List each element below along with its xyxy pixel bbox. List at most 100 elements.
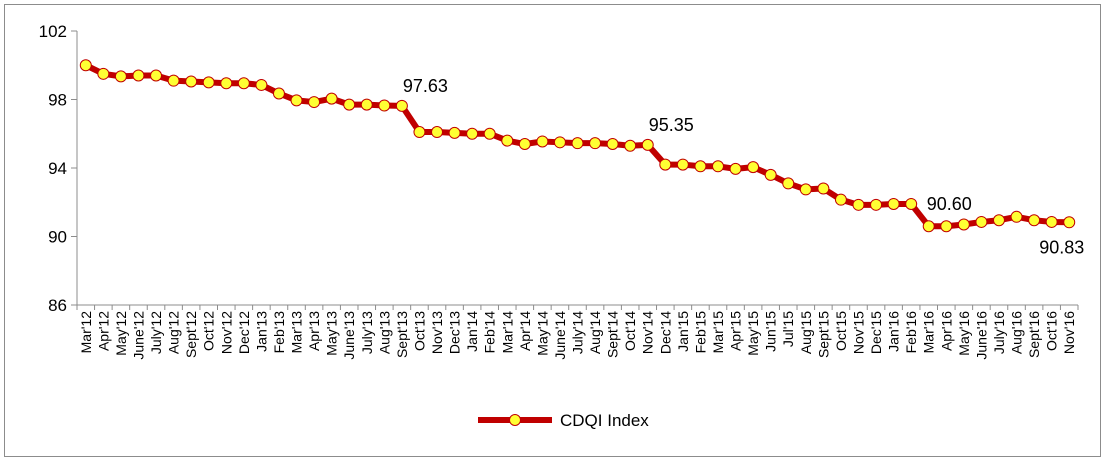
x-tick-label: Sept'13 <box>394 311 410 358</box>
data-point <box>483 127 496 140</box>
data-point <box>852 198 865 211</box>
data-point <box>711 160 724 173</box>
x-tick-label: Feb'16 <box>903 311 919 354</box>
x-tick-label: Mar'16 <box>921 311 937 354</box>
data-point <box>448 126 461 139</box>
x-tick-label: Apr'15 <box>728 311 744 351</box>
data-point <box>747 161 760 174</box>
y-tick-label: 90 <box>48 228 67 247</box>
y-axis: 86 90 94 98 102 <box>39 22 78 315</box>
data-point <box>378 99 391 112</box>
x-tick-label: Aug'13 <box>376 311 392 354</box>
x-tick-label: Feb'14 <box>482 311 498 354</box>
x-tick-label: Oct'12 <box>201 311 217 351</box>
data-point <box>694 160 707 173</box>
x-tick-label: Jul'15 <box>780 311 796 347</box>
data-point <box>114 70 127 83</box>
data-point <box>905 197 918 210</box>
x-tick-label: May'16 <box>956 311 972 356</box>
x-tick-label: May'12 <box>113 311 129 356</box>
data-point <box>553 136 566 149</box>
data-point <box>729 162 742 175</box>
data-point <box>185 75 198 88</box>
data-point <box>237 77 250 90</box>
data-point <box>1045 215 1058 228</box>
x-tick-label: July'12 <box>148 311 164 354</box>
data-point <box>957 218 970 231</box>
data-point <box>887 197 900 210</box>
x-tick-label: Mar'12 <box>78 311 94 354</box>
data-point <box>413 126 426 139</box>
x-tick-label: June'14 <box>552 311 568 360</box>
data-point <box>290 94 303 107</box>
data-point <box>132 69 145 82</box>
x-tick-label: Oct'15 <box>833 311 849 351</box>
x-tick-label: Aug'16 <box>1009 311 1025 354</box>
data-point <box>343 98 356 111</box>
data-point <box>431 126 444 139</box>
data-point <box>97 67 110 80</box>
data-point <box>466 127 479 140</box>
data-point <box>922 220 935 233</box>
data-point <box>659 158 672 171</box>
x-tick-label: Jan'16 <box>886 311 902 352</box>
data-point <box>870 198 883 211</box>
legend: CDQI Index <box>478 411 649 430</box>
x-tick-label: June'16 <box>973 311 989 360</box>
x-tick-label: Jan'13 <box>253 311 269 352</box>
x-tick-label: Mar'14 <box>499 311 515 354</box>
data-point <box>571 137 584 150</box>
data-label: 97.63 <box>403 76 448 96</box>
data-point <box>1010 210 1023 223</box>
data-point <box>308 96 321 109</box>
data-point <box>167 74 180 87</box>
data-point <box>360 98 373 111</box>
data-point <box>782 177 795 190</box>
data-point <box>395 99 408 112</box>
x-tick-label: Nov'13 <box>429 311 445 354</box>
x-tick-label: June'13 <box>341 311 357 360</box>
x-tick-label: Sept'14 <box>605 311 621 358</box>
x-tick-label: Aug'14 <box>587 311 603 354</box>
data-point <box>79 59 92 72</box>
data-point <box>220 77 233 90</box>
data-point <box>272 87 285 100</box>
y-tick-label: 102 <box>39 22 67 41</box>
data-point <box>799 183 812 196</box>
x-tick-label: Feb'15 <box>692 311 708 354</box>
data-point <box>202 76 215 89</box>
x-tick-label: Jan'14 <box>464 311 480 352</box>
x-tick-label: Oct'13 <box>411 311 427 351</box>
data-point <box>676 158 689 171</box>
x-tick-label: Oct'16 <box>1044 311 1060 351</box>
data-point <box>1028 214 1041 227</box>
x-tick-label: Sept'15 <box>815 311 831 358</box>
x-tick-label: May'13 <box>324 311 340 356</box>
x-tick-label: Mar'15 <box>710 311 726 354</box>
y-tick-label: 94 <box>48 159 67 178</box>
x-tick-label: Apr'13 <box>306 311 322 351</box>
x-tick-label: Dec'15 <box>868 311 884 354</box>
x-tick-label: Dec'13 <box>447 311 463 354</box>
x-tick-label: Sept'12 <box>183 311 199 358</box>
x-tick-label: Apr'14 <box>517 311 533 351</box>
legend-swatch-marker <box>509 414 521 426</box>
data-point <box>150 69 163 82</box>
x-tick-label: Feb'13 <box>271 311 287 354</box>
series-cdqi-index <box>79 59 1076 233</box>
data-label: 90.60 <box>927 194 972 214</box>
x-tick-label: July'13 <box>359 311 375 354</box>
x-tick-label: Mar'13 <box>289 311 305 354</box>
y-tick-label: 86 <box>48 296 67 315</box>
data-point <box>536 135 549 148</box>
data-label: 95.35 <box>649 115 694 135</box>
x-tick-label: Dec'14 <box>657 311 673 354</box>
x-tick-label: Dec'12 <box>236 311 252 354</box>
x-tick-label: Aug'15 <box>798 311 814 354</box>
data-point <box>641 138 654 151</box>
data-labels: 97.63 95.35 90.60 90.83 <box>403 76 1084 257</box>
data-point <box>940 220 953 233</box>
x-tick-label: Aug'12 <box>166 311 182 354</box>
data-point <box>764 168 777 181</box>
